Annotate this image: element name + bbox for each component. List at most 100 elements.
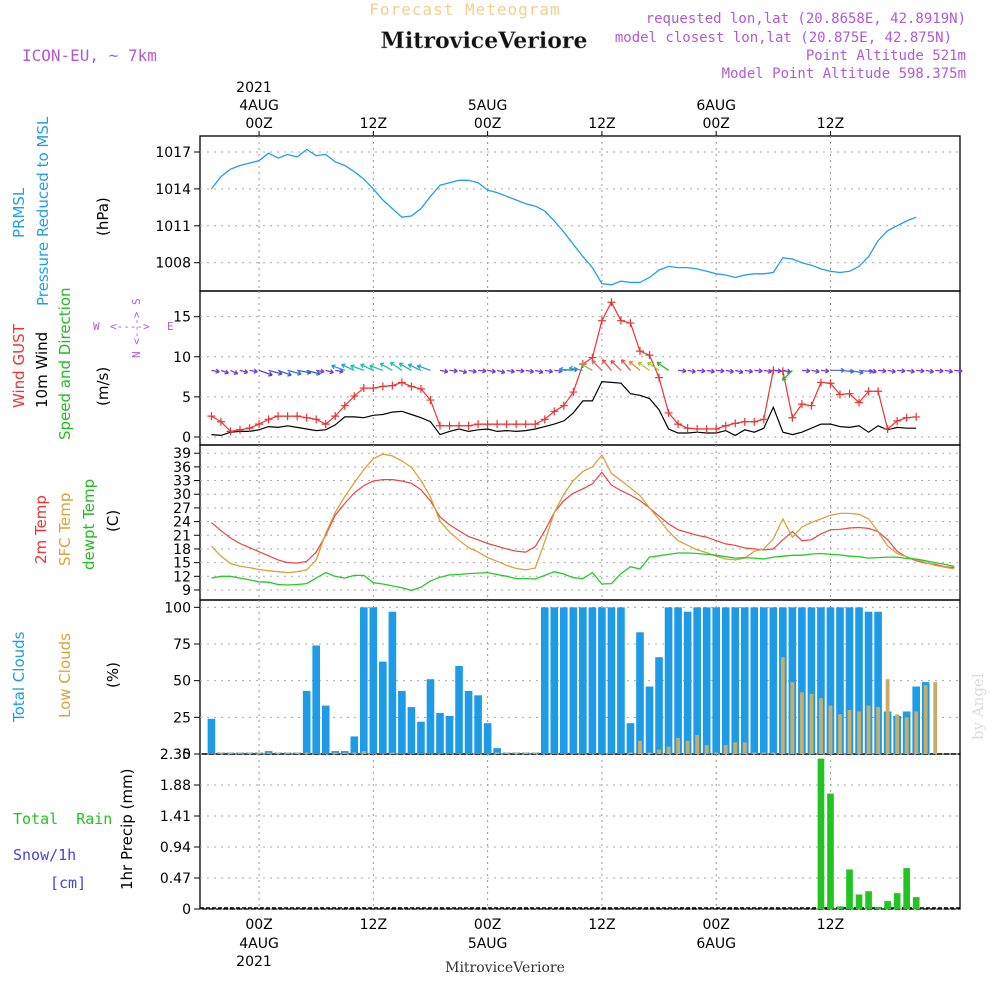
wind-gust-marker: [502, 420, 511, 429]
low-cloud-bar: [257, 752, 261, 754]
wind-arrow: [954, 368, 963, 374]
total-cloud-bar: [702, 607, 711, 754]
wind-arrow: [398, 362, 412, 371]
wind-arrow: [544, 368, 554, 374]
temp-unit: (C): [104, 510, 122, 532]
wind-gust-marker: [912, 412, 921, 421]
total-cloud-bar: [617, 607, 625, 754]
low-cloud-bar: [885, 679, 890, 754]
top-time-axis: 2021 00Z 4AUG 12Z 00Z 5AUG 12Z 00Z 6AUG 12Z: [236, 80, 844, 136]
wind-gust-marker: [836, 390, 844, 399]
y-tick-label: 39: [173, 446, 191, 462]
total-cloud-bar: [436, 712, 444, 754]
prmsl-label: PRMSL: [10, 187, 28, 238]
wind-gust-marker: [445, 421, 454, 430]
wind-arrow: [468, 368, 477, 374]
wind-arrow: [335, 368, 344, 374]
wind-gust-marker: [531, 420, 540, 429]
wind-arrow: [516, 368, 525, 374]
wind-arrow: [407, 363, 422, 371]
wind-arrow: [360, 363, 374, 371]
total-cloud-bar: [626, 723, 635, 754]
wind-arrow: [449, 368, 458, 374]
wind-gust-marker: [683, 424, 692, 433]
wind-gust-marker: [397, 378, 406, 387]
wind-arrow: [935, 368, 944, 374]
wind-gust-marker: [407, 382, 416, 391]
wind-arrow: [287, 369, 302, 376]
wind-arrow: [249, 368, 258, 374]
low-cloud-bar: [771, 752, 776, 754]
low-cloud-bar: [838, 714, 842, 754]
y-tick-label: 1017: [155, 145, 191, 161]
total-cloud-bar: [864, 611, 873, 754]
wind-gust-marker: [483, 420, 492, 429]
wind-arrow: [416, 364, 431, 372]
wind-arrow: [389, 361, 403, 371]
low-cloud-bar: [247, 752, 252, 754]
panel-4: 2.35 1.88 1.41 0.94 0.47 0: [160, 747, 961, 918]
low-cloud-bar: [895, 714, 900, 754]
wind-gust-marker: [597, 316, 606, 325]
total-cloud-bar: [207, 718, 216, 754]
low-cloud-bar: [285, 752, 290, 754]
total-cloud-bar: [312, 645, 320, 754]
top-date-label: 6AUG: [696, 98, 736, 114]
total-cloud-bar: [807, 607, 816, 754]
low-cloud-bar: [638, 740, 642, 754]
pressure-unit: (hPa): [94, 197, 112, 236]
total-cloud-bar: [388, 611, 397, 754]
total-cloud-bar: [407, 707, 416, 754]
wind-gust-marker: [274, 412, 283, 421]
wind-gust-marker: [312, 415, 321, 424]
total-cloud-bar: [788, 607, 797, 754]
bottom-hour-label: 12Z: [588, 917, 615, 933]
total-cloud-bar: [874, 611, 882, 754]
y-tick-label: 12: [173, 569, 191, 585]
panel-frame: [199, 753, 961, 910]
wind-arrow: [944, 368, 954, 374]
wind-arrow: [687, 368, 696, 374]
rain-bar: [884, 901, 891, 909]
wind-arrow: [906, 368, 915, 374]
top-hour-label: 12Z: [360, 116, 387, 132]
total-cloud-bar: [426, 679, 435, 754]
low-cloud-bar: [276, 752, 280, 754]
wind-gust-marker: [607, 298, 616, 307]
wind-gust-marker: [426, 396, 435, 405]
wind-arrow: [478, 368, 487, 374]
wind-arrow: [525, 368, 535, 374]
low-cloud-bar: [714, 752, 719, 754]
low-cloud-bar: [657, 749, 661, 754]
low-cloud-bar: [361, 751, 366, 754]
low-cloud-bar: [752, 752, 757, 754]
total-cloud-bar: [550, 607, 559, 754]
sfc-label: SFC Temp: [56, 493, 74, 566]
low-cloud-bar: [847, 710, 852, 754]
low-cloud-bar: [295, 752, 300, 754]
wind-gust-marker: [626, 319, 635, 328]
wind-gust-marker: [455, 421, 464, 430]
wind-gust-marker: [245, 424, 254, 433]
wind-gust-marker: [521, 420, 530, 429]
low-cloud-bar: [676, 737, 680, 754]
cloud-unit: (%): [104, 662, 122, 688]
wind-gust-marker: [540, 415, 549, 424]
wind-gust-marker: [293, 412, 302, 421]
wind-gust-marker: [331, 412, 340, 421]
sfc-temp-series: [210, 453, 955, 574]
y-tick-label: 0: [182, 747, 191, 763]
wind-arrow: [535, 369, 544, 375]
y-tick-label: 0: [182, 902, 191, 918]
closest-lonlat: model closest lon,lat (20.875E, 42.875N): [615, 30, 952, 46]
temp-labels: 2m Temp SFC Temp dewpt Temp (C): [32, 479, 122, 570]
total-cloud-bar: [760, 607, 768, 754]
low-cloud-bar: [333, 752, 338, 754]
wind-gust-marker: [264, 415, 273, 424]
wind-gust-marker: [759, 415, 768, 424]
wind-arrow: [637, 361, 650, 371]
compass-e: E: [167, 320, 174, 333]
wind-arrow: [754, 368, 763, 374]
wind-gust-marker: [226, 427, 235, 436]
low-cloud-bar: [533, 752, 538, 754]
